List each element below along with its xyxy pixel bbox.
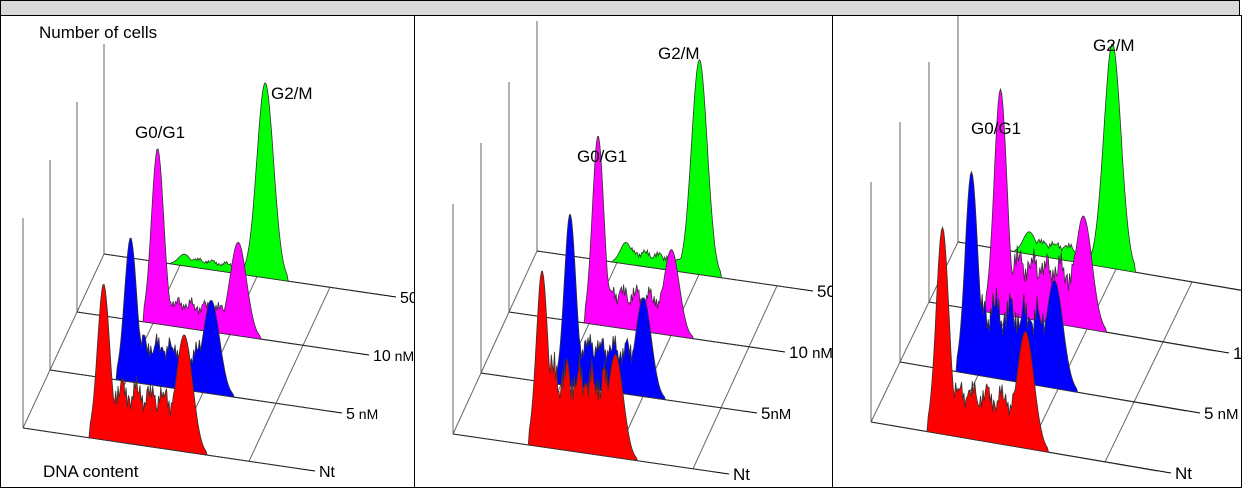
depth-grid-line	[1104, 281, 1193, 463]
series-label: Nt	[733, 465, 750, 484]
histogram-panel-2: 50nM 10 nM 5nM Nt G0/G1 G2/M	[414, 15, 833, 488]
y-axis-label: Number of cells	[39, 23, 157, 42]
depth-grid-line	[248, 287, 331, 462]
histogram-chart-2: 50nM 10 nM 5nM Nt G0/G1 G2/M	[452, 21, 833, 484]
series-label: 5 nM	[1204, 404, 1238, 423]
series-label: Nt	[319, 464, 336, 481]
series-label: 5 nM	[346, 406, 378, 423]
series-label: Nt	[1175, 464, 1192, 483]
peak-label-g0g1: G0/G1	[577, 147, 627, 166]
header-band	[0, 0, 1240, 16]
histogram-series	[870, 226, 1158, 472]
depth-grid-line	[22, 253, 105, 429]
depth-grid-line	[452, 250, 538, 435]
x-axis-label: DNA content	[43, 462, 139, 481]
depth-grid-line	[692, 285, 778, 470]
histogram-chart-1: Number of cells DNA content 50 nM 10 nM 5 …	[22, 23, 415, 481]
histogram-panel-1: Number of cells DNA content 50 nM 10 nM 5 …	[0, 15, 415, 488]
series-label: 5nM	[761, 404, 791, 423]
histogram-series	[452, 270, 716, 473]
depth-grid-line	[1028, 268, 1117, 450]
series-label: 50nM	[817, 282, 833, 301]
peak-label-g0g1: G0/G1	[971, 119, 1021, 138]
series-label: 10 nM	[789, 343, 833, 362]
series-label: 10 nM	[1233, 344, 1242, 363]
peak-label-g2m: G2/M	[1093, 36, 1135, 55]
peak-label-g2m: G2/M	[658, 44, 700, 63]
series-label: 50 nM	[400, 290, 415, 307]
histogram-series	[22, 283, 302, 470]
series-label: 10 nM	[373, 348, 414, 365]
histogram-series	[536, 58, 800, 290]
peak-label-g2m: G2/M	[271, 84, 313, 103]
depth-grid-line	[614, 274, 700, 458]
peak-label-g0g1: G0/G1	[135, 123, 185, 142]
